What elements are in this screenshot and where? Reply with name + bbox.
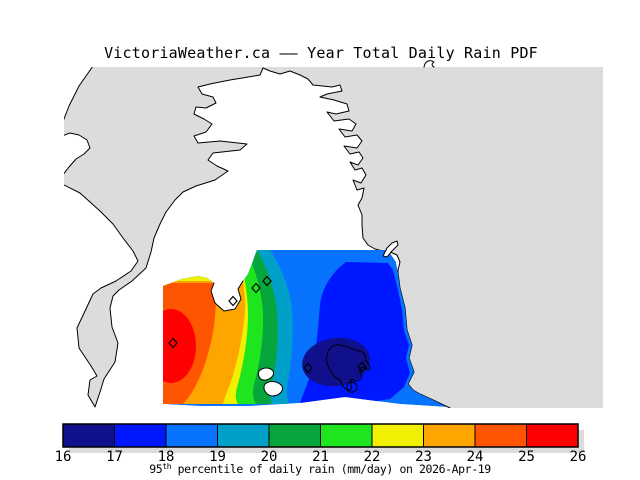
colorbar-tick-20: 20 [261,449,278,465]
colorbar-cell-16-17 [62,423,115,448]
colorbar-tick-26: 26 [570,449,587,465]
station-marker-3 [251,282,261,294]
colorbar-tick-24: 24 [467,449,484,465]
contour-band-16-17-minimum [302,337,370,387]
station-marker-2 [228,295,238,307]
colorbar-tick-18: 18 [158,449,175,465]
oak-bay-island-outline [326,344,371,391]
figure-title: VictoriaWeather.ca —— Year Total Daily R… [104,44,538,62]
spit-island [382,240,399,258]
colorbar-border [62,423,579,448]
colorbar-cell-20-21 [268,423,321,448]
colorbar-cell-19-20 [217,423,270,448]
station-marker-4 [262,275,272,287]
colorbar-tick-19: 19 [209,449,226,465]
colorbar-cell-23-24 [423,423,476,448]
land-millbay-point [64,132,91,175]
islet-west [258,367,274,381]
station-marker-1 [168,337,178,349]
colorbar-cell-25-26 [526,423,579,448]
map-area [64,67,603,408]
colorbar-tick-labels: 16 17 18 19 20 21 22 23 24 25 26 [55,449,587,465]
station-marker-6 [357,361,367,373]
top-edge-islet-arc [423,60,435,68]
small-island-outline [346,381,358,393]
colorbar-tick-25: 25 [518,449,535,465]
colorbar-cell-24-25 [474,423,527,448]
colorbar-tick-17: 17 [106,449,123,465]
colorbar-cell-17-18 [114,423,167,448]
colorbar-cell-18-19 [165,423,218,448]
colorbar: 16 17 18 19 20 21 22 23 24 25 26 95th percentile o… [55,423,587,476]
colorbar-tick-22: 22 [364,449,381,465]
islet-east [263,381,283,397]
colorbar-tick-23: 23 [415,449,432,465]
colorbar-cell-21-22 [320,423,373,448]
colorbar-cell-22-23 [371,423,424,448]
harbour-coastline [210,280,244,312]
colorbar-tick-16: 16 [55,449,72,465]
colorbar-tick-21: 21 [312,449,329,465]
colorbar-cells [62,423,579,448]
station-marker-5 [303,362,313,374]
station-markers [168,275,367,374]
colorbar-caption: 95th percentile of daily rain (mm/day) o… [149,462,491,476]
land-northwest [64,67,93,121]
